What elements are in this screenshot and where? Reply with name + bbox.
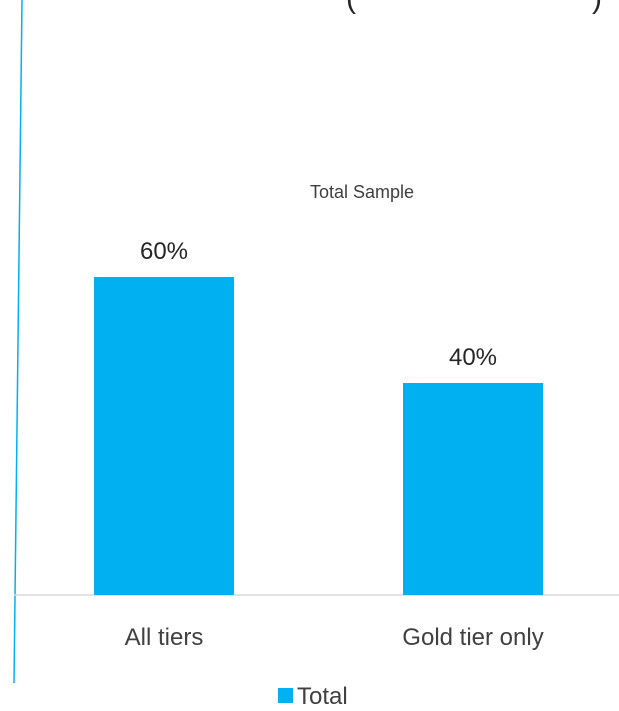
x-tick-label-1: Gold tier only	[402, 624, 543, 651]
legend-swatch	[278, 688, 293, 703]
chart-subtitle: Total Sample	[310, 182, 414, 202]
data-label-0: 60%	[140, 238, 188, 265]
data-labels-group: 60% 40%	[140, 238, 497, 371]
bar-1	[403, 383, 543, 595]
x-tick-labels-group: All tiers Gold tier only	[125, 624, 544, 651]
legend-label: Total	[297, 683, 348, 710]
bars-group	[94, 277, 543, 595]
bar-0	[94, 277, 234, 595]
left-border-line	[13, 0, 23, 684]
title-fragment-left: (	[346, 0, 356, 15]
data-label-1: 40%	[449, 344, 497, 371]
x-tick-label-0: All tiers	[125, 624, 204, 651]
legend: Total	[278, 683, 348, 710]
title-fragment-right: )	[592, 0, 602, 15]
